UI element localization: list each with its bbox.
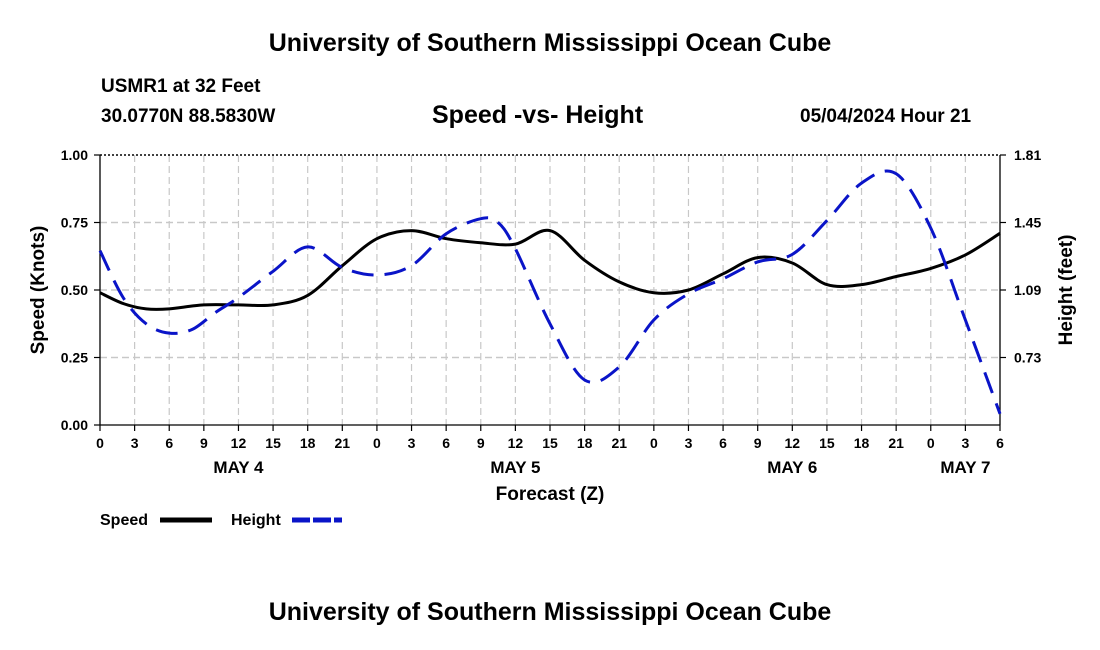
legend-height-label: Height [231, 512, 281, 529]
x-tick-label: 0 [373, 435, 381, 451]
x-tick-label: 15 [265, 435, 281, 451]
x-tick-label: 6 [996, 435, 1004, 451]
date-label: MAY 6 [767, 458, 817, 477]
right-tick-label: 1.45 [1014, 215, 1041, 231]
x-tick-label: 12 [231, 435, 247, 451]
x-tick-label: 3 [131, 435, 139, 451]
x-tick-label: 0 [96, 435, 104, 451]
x-axis-label: Forecast (Z) [496, 484, 605, 505]
x-tick-label: 21 [611, 435, 627, 451]
x-tick-label: 18 [854, 435, 870, 451]
x-tick-label: 18 [300, 435, 316, 451]
right-tick-label: 1.81 [1014, 147, 1041, 163]
left-axis-label: Speed (Knots) [28, 226, 49, 355]
chart-subtitle: Speed -vs- Height [432, 101, 644, 129]
x-tick-label: 12 [785, 435, 801, 451]
x-tick-label: 9 [200, 435, 208, 451]
x-tick-label: 15 [819, 435, 835, 451]
series-line-speed [99, 228, 1001, 311]
x-tick-label: 3 [961, 435, 969, 451]
x-tick-label: 9 [754, 435, 762, 451]
date-label: MAY 7 [940, 458, 990, 477]
left-tick-label: 0.25 [61, 350, 88, 366]
x-tick-label: 15 [542, 435, 558, 451]
x-tick-label: 6 [442, 435, 450, 451]
page-title: University of Southern Mississippi Ocean… [268, 29, 832, 57]
date-label: MAY 5 [490, 458, 540, 477]
station-label: USMR1 at 32 Feet [101, 76, 261, 97]
legend-speed-label: Speed [100, 512, 148, 529]
x-tick-label: 3 [685, 435, 693, 451]
date-label: MAY 4 [213, 458, 264, 477]
footer-title: University of Southern Mississippi Ocean… [268, 598, 832, 626]
left-tick-label: 0.75 [61, 215, 88, 231]
x-tick-label: 0 [650, 435, 658, 451]
x-tick-label: 21 [888, 435, 904, 451]
right-axis-label: Height (feet) [1056, 235, 1077, 346]
right-tick-label: 0.73 [1014, 350, 1041, 366]
x-tick-label: 12 [508, 435, 524, 451]
x-tick-label: 6 [719, 435, 727, 451]
x-tick-label: 6 [165, 435, 173, 451]
x-tick-label: 0 [927, 435, 935, 451]
chart-grid [100, 155, 1000, 425]
x-tick-label: 21 [335, 435, 351, 451]
coordinates-label: 30.0770N 88.5830W [101, 106, 276, 127]
right-tick-label: 1.09 [1014, 282, 1041, 298]
x-tick-label: 9 [477, 435, 485, 451]
x-tick-label: 18 [577, 435, 593, 451]
forecast-datetime: 05/04/2024 Hour 21 [800, 106, 972, 127]
x-tick-label: 3 [408, 435, 416, 451]
left-tick-label: 1.00 [61, 147, 88, 163]
left-tick-label: 0.50 [61, 282, 88, 298]
series-line-height [98, 169, 1002, 415]
left-tick-label: 0.00 [61, 417, 88, 433]
